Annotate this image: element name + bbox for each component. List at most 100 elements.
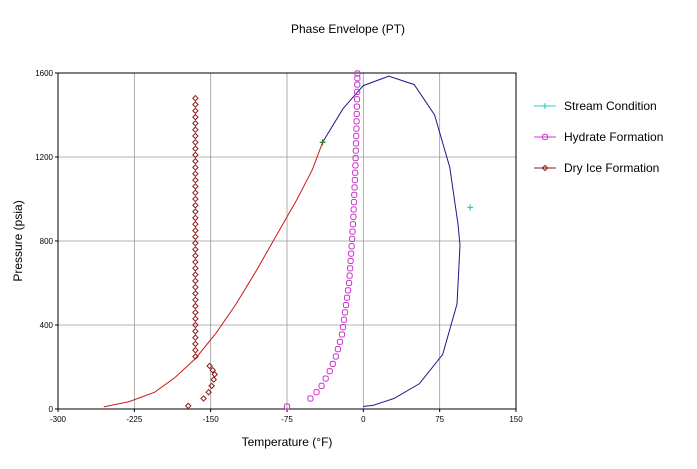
hydrate-formation-point bbox=[352, 169, 359, 176]
hydrate-formation-point bbox=[349, 235, 356, 243]
dry-ice-formation-point bbox=[192, 302, 199, 310]
hydrate-formation-point bbox=[343, 294, 351, 301]
x-axis-title: Temperature (°F) bbox=[242, 435, 333, 449]
hydrate-formation-point bbox=[322, 375, 329, 382]
hydrate-formation-point bbox=[350, 206, 357, 213]
hydrate-formation-point bbox=[339, 324, 347, 331]
dry-ice-formation-point bbox=[211, 371, 219, 378]
dry-ice-formation-point bbox=[192, 239, 199, 247]
dry-ice-formation-point bbox=[192, 340, 199, 348]
hydrate-formation-point bbox=[341, 309, 349, 316]
dry-ice-formation-point bbox=[192, 138, 199, 146]
dry-ice-formation-point bbox=[192, 214, 199, 222]
dry-ice-formation-point bbox=[192, 258, 199, 266]
hydrate-formation-point bbox=[342, 301, 350, 309]
hydrate-formation-point bbox=[352, 147, 359, 154]
dry-ice-formation-point bbox=[192, 164, 199, 171]
dry-ice-formation-point bbox=[192, 327, 199, 335]
chart-title: Phase Envelope (PT) bbox=[291, 22, 405, 36]
hydrate-formation-point bbox=[344, 287, 352, 294]
hydrate-formation-point bbox=[349, 228, 356, 235]
envelope-critical-point bbox=[319, 139, 326, 146]
hydrate-formation-point bbox=[353, 103, 361, 110]
hydrate-formation-point bbox=[354, 88, 361, 96]
hydrate-formation-point bbox=[352, 162, 359, 169]
dry-ice-formation-point bbox=[192, 233, 199, 241]
dry-ice-formation-point bbox=[192, 107, 199, 115]
dry-ice-formation-point bbox=[192, 189, 199, 197]
x-tick-label: -75 bbox=[281, 415, 293, 424]
dry-ice-formation-point bbox=[208, 382, 215, 390]
dry-ice-formation-point bbox=[192, 94, 199, 102]
hydrate-formation-point bbox=[352, 154, 359, 162]
hydrate-formation-point bbox=[338, 331, 346, 338]
legend: Stream Condition Hydrate Formation Dry Ice… bbox=[534, 99, 663, 175]
hydrate-formation-point bbox=[351, 191, 358, 198]
hydrate-formation-point bbox=[351, 184, 358, 191]
dry-ice-formation-point bbox=[192, 290, 199, 297]
x-tick-label: 150 bbox=[509, 415, 523, 424]
dry-ice-formation-point bbox=[192, 315, 199, 323]
dry-ice-formation-point bbox=[192, 113, 199, 121]
x-tick-label: -225 bbox=[126, 415, 143, 424]
dry-ice-formation-point bbox=[192, 183, 199, 190]
dry-ice-formation-point bbox=[192, 126, 199, 134]
hydrate-formation-point bbox=[353, 125, 360, 132]
dry-ice-formation-point bbox=[192, 283, 199, 291]
x-tick-label: 75 bbox=[435, 415, 444, 424]
hydrate-formation-point bbox=[318, 382, 325, 389]
dry-ice-formation-point bbox=[205, 388, 212, 396]
dry-ice-formation-point bbox=[192, 346, 199, 354]
y-tick-label: 1600 bbox=[35, 69, 53, 78]
legend-label-dry-ice-formation: Dry Ice Formation bbox=[564, 161, 659, 175]
dry-ice-formation-point bbox=[192, 309, 199, 316]
dry-ice-formation-point bbox=[192, 353, 199, 360]
dry-ice-formation-point bbox=[192, 101, 199, 108]
dry-ice-formation-point bbox=[192, 151, 199, 159]
hydrate-formation-point bbox=[354, 81, 361, 88]
dry-ice-formation-point bbox=[192, 271, 199, 278]
dry-ice-formation-point bbox=[200, 395, 207, 402]
dry-ice-formation-point bbox=[192, 170, 199, 178]
hydrate-formation-point bbox=[329, 360, 336, 367]
dry-ice-formation-point bbox=[192, 227, 199, 234]
dry-ice-formation-point bbox=[192, 195, 199, 203]
dry-ice-formation-point bbox=[192, 246, 199, 253]
hydrate-formation-point bbox=[307, 395, 314, 402]
y-axis-title: Pressure (psia) bbox=[11, 200, 25, 281]
hydrate-formation-point bbox=[353, 96, 361, 103]
hydrate-formation-point bbox=[353, 118, 360, 125]
dry-ice-formation-point bbox=[192, 176, 199, 184]
dry-ice-formation-point bbox=[206, 362, 213, 370]
hydrate-formation-point bbox=[346, 272, 353, 279]
hydrate-formation-point bbox=[336, 338, 344, 345]
stream-condition-point bbox=[467, 204, 474, 211]
legend-label-hydrate-formation: Hydrate Formation bbox=[564, 130, 663, 144]
hydrate-formation-point bbox=[353, 132, 360, 140]
hydrate-formation-point bbox=[351, 177, 358, 184]
x-axis-ticks: -300 -225 -150 -75 0 75 150 bbox=[50, 409, 523, 424]
dry-ice-formation-point bbox=[192, 201, 199, 209]
hydrate-formation-point bbox=[326, 368, 333, 375]
hydrate-formation-point bbox=[352, 140, 360, 147]
hydrate-formation-point bbox=[354, 70, 361, 77]
hydrate-formation-point bbox=[348, 243, 355, 250]
legend-marker-stream-condition bbox=[542, 103, 548, 109]
hydrate-formation-point bbox=[350, 199, 358, 206]
hydrate-formation-point bbox=[348, 250, 355, 257]
legend-label-stream-condition: Stream Condition bbox=[564, 99, 657, 113]
dry-ice-formation-point bbox=[192, 145, 199, 152]
dry-ice-formation-point bbox=[192, 157, 199, 165]
dry-ice-formation-point bbox=[192, 321, 199, 329]
dry-ice-formation-point bbox=[184, 402, 192, 410]
hydrate-formation-point bbox=[334, 346, 341, 353]
hydrate-formation-point bbox=[349, 221, 357, 228]
y-tick-label: 0 bbox=[49, 405, 54, 414]
hydrate-formation-point bbox=[350, 213, 357, 220]
grid-lines bbox=[58, 73, 516, 409]
hydrate-formation-point bbox=[353, 110, 360, 118]
hydrate-formation-point bbox=[340, 316, 348, 323]
legend-marker-hydrate-formation bbox=[541, 133, 549, 141]
dry-ice-formation-point bbox=[192, 132, 199, 140]
